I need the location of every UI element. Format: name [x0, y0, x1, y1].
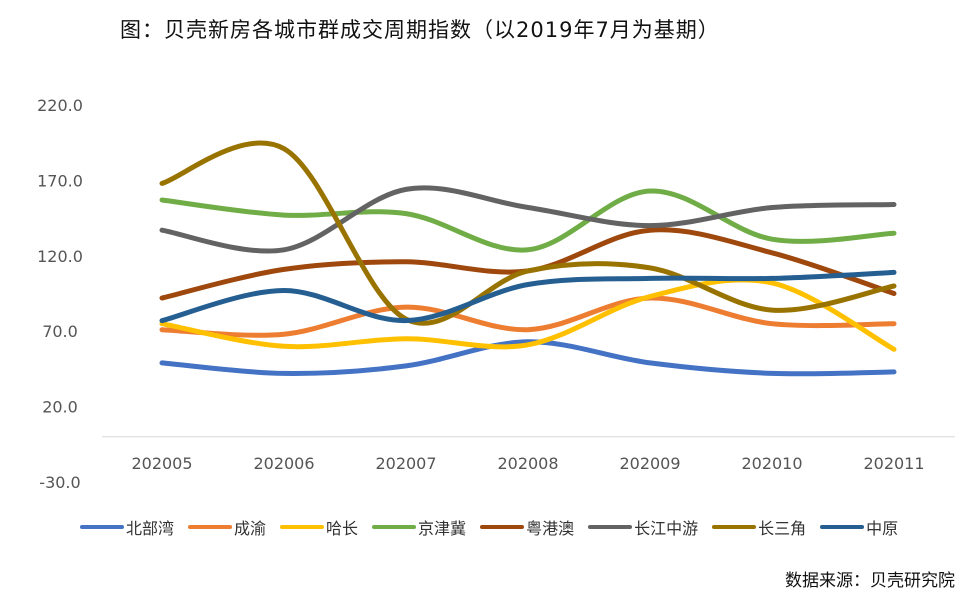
x-axis-ticks: 202005 202006 202007 202008 202009 202010 2020…: [131, 454, 924, 473]
series-line-5: [159, 185, 897, 254]
series-line-0: [159, 339, 897, 377]
series-lines: [159, 140, 897, 377]
x-tick-label: 202011: [863, 454, 924, 473]
chart-title: 图：贝壳新房各城市群成交周期指数（以2019年7月为基期）: [120, 18, 720, 42]
legend-swatch: [188, 525, 233, 529]
legend-swatch: [372, 525, 417, 529]
series-line-6: [159, 140, 897, 326]
legend-label: 北部湾: [126, 519, 175, 538]
x-tick-label: 202006: [253, 454, 314, 473]
y-tick-label: -30.0: [39, 473, 80, 492]
chart-legend: 北部湾 成渝 哈长 京津冀 粤港澳 长江中游 长三角 中原: [80, 515, 898, 539]
legend-item: 哈长: [280, 515, 358, 539]
legend-item: 长三角: [712, 515, 806, 539]
legend-swatch: [80, 525, 124, 529]
legend-item: 成渝: [188, 515, 266, 539]
legend-item: 粤港澳: [480, 515, 574, 539]
series-line-7: [159, 269, 897, 324]
legend-label: 成渝: [234, 519, 267, 538]
legend-label: 粤港澳: [526, 519, 575, 538]
legend-item: 长江中游: [588, 515, 698, 539]
legend-swatch: [712, 525, 757, 529]
series-line-1: [159, 295, 897, 338]
y-tick-label: 220.0: [37, 96, 83, 115]
x-tick-label: 202007: [375, 454, 436, 473]
x-tick-label: 202010: [741, 454, 802, 473]
legend-label: 京津冀: [418, 519, 467, 538]
y-tick-label: 120.0: [37, 247, 83, 266]
legend-swatch: [280, 525, 325, 529]
y-tick-label: 20.0: [42, 398, 78, 417]
legend-swatch: [588, 525, 633, 529]
y-axis-ticks: 220.0 170.0 120.0 70.0 20.0 -30.0: [37, 96, 83, 492]
legend-label: 中原: [866, 519, 899, 538]
y-tick-label: 170.0: [37, 171, 83, 190]
series-line-2: [159, 277, 897, 352]
x-tick-label: 202009: [619, 454, 680, 473]
legend-item: 北部湾: [80, 515, 174, 539]
source-note: 数据来源：贝壳研究院: [785, 571, 955, 591]
legend-label: 长江中游: [634, 519, 699, 538]
x-tick-label: 202008: [497, 454, 558, 473]
series-line-3: [159, 188, 897, 253]
legend-swatch: [480, 525, 525, 529]
legend-label: 哈长: [326, 519, 359, 538]
x-tick-label: 202005: [131, 454, 192, 473]
y-tick-label: 70.0: [42, 322, 78, 341]
legend-item: 京津冀: [372, 515, 466, 539]
legend-swatch: [820, 525, 865, 529]
legend-item: 中原: [820, 515, 898, 539]
legend-label: 长三角: [758, 519, 807, 538]
